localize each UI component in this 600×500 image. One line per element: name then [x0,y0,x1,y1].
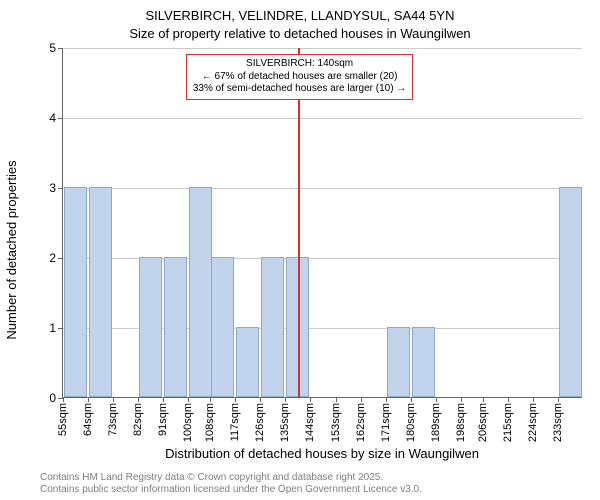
x-tick-mark [285,397,286,402]
x-tick-mark [461,397,462,402]
x-tick-label: 189sqm [430,403,442,442]
y-tick-label: 4 [16,111,56,125]
x-tick-label: 64sqm [82,403,94,436]
x-tick-mark [63,397,64,402]
y-tick-mark [58,118,63,119]
x-axis-label: Distribution of detached houses by size … [62,446,582,461]
x-tick-mark [310,397,311,402]
x-tick-label: 126sqm [254,403,266,442]
x-tick-label: 82sqm [132,403,144,436]
x-tick-mark [558,397,559,402]
x-tick-mark [508,397,509,402]
x-tick-mark [88,397,89,402]
bar [211,257,234,397]
chart-footer: Contains HM Land Registry data © Crown c… [40,472,422,496]
x-tick-label: 135sqm [279,403,291,442]
x-tick-label: 100sqm [182,403,194,442]
x-tick-mark [235,397,236,402]
annotation-box: SILVERBIRCH: 140sqm← 67% of detached hou… [186,54,413,100]
y-tick-mark [58,258,63,259]
chart-plot-area: SILVERBIRCH: 140sqm← 67% of detached hou… [62,48,582,398]
x-tick-label: 153sqm [330,403,342,442]
x-tick-label: 117sqm [229,403,241,441]
annotation-line: ← 67% of detached houses are smaller (20… [193,71,406,84]
x-tick-label: 55sqm [57,403,69,436]
x-tick-label: 233sqm [552,403,564,442]
x-tick-label: 144sqm [304,403,316,442]
y-tick-mark [58,188,63,189]
x-tick-label: 171sqm [380,403,392,442]
x-tick-mark [483,397,484,402]
x-tick-label: 91sqm [157,403,169,436]
x-tick-mark [188,397,189,402]
y-tick-label: 0 [16,391,56,405]
x-tick-label: 162sqm [355,403,367,442]
bar [89,187,112,397]
annotation-line: 33% of semi-detached houses are larger (… [193,83,406,96]
chart-title-main: SILVERBIRCH, VELINDRE, LLANDYSUL, SA44 5… [0,8,600,23]
x-tick-mark [411,397,412,402]
y-axis-label: Number of detached properties [4,71,19,250]
footer-line-1: Contains HM Land Registry data © Crown c… [40,472,422,484]
x-tick-label: 224sqm [527,403,539,442]
highlight-line [298,48,300,397]
x-tick-mark [436,397,437,402]
x-tick-mark [113,397,114,402]
gridline [63,48,582,49]
y-tick-label: 5 [16,41,56,55]
bar [236,327,259,397]
bar [559,187,582,397]
bar [189,187,212,397]
annotation-line: SILVERBIRCH: 140sqm [193,58,406,71]
y-tick-mark [58,48,63,49]
chart-title-sub: Size of property relative to detached ho… [0,26,600,41]
bar [387,327,410,397]
x-tick-mark [210,397,211,402]
x-tick-mark [138,397,139,402]
gridline [63,118,582,119]
bar [261,257,284,397]
bar [412,327,435,397]
x-tick-mark [386,397,387,402]
bar [164,257,187,397]
x-tick-label: 73sqm [107,403,119,436]
x-tick-label: 108sqm [204,403,216,442]
gridline [63,188,582,189]
x-tick-mark [260,397,261,402]
bar [139,257,162,397]
bar [64,187,87,397]
x-tick-label: 180sqm [405,403,417,442]
x-tick-mark [336,397,337,402]
x-tick-label: 206sqm [477,403,489,442]
x-tick-mark [163,397,164,402]
y-tick-label: 2 [16,251,56,265]
x-tick-mark [533,397,534,402]
x-tick-label: 198sqm [455,403,467,442]
footer-line-2: Contains public sector information licen… [40,484,422,496]
y-tick-label: 1 [16,321,56,335]
y-tick-mark [58,328,63,329]
x-tick-mark [361,397,362,402]
y-tick-label: 3 [16,181,56,195]
x-tick-label: 215sqm [502,403,514,442]
